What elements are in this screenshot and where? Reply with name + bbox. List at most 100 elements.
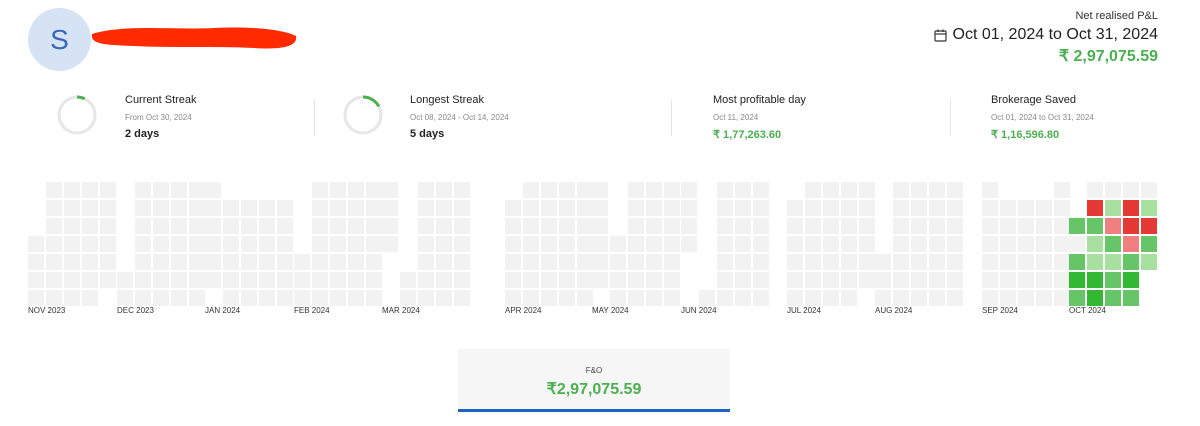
heatmap-day-cell[interactable] <box>277 236 293 252</box>
heatmap-day-cell[interactable] <box>436 272 452 288</box>
heatmap-day-cell[interactable] <box>1087 272 1103 288</box>
heatmap-day-cell[interactable] <box>171 218 187 234</box>
heatmap-day-cell[interactable] <box>1087 182 1103 198</box>
heatmap-day-cell[interactable] <box>717 218 733 234</box>
heatmap-day-cell[interactable] <box>64 200 80 216</box>
heatmap-day-cell[interactable] <box>418 272 434 288</box>
heatmap-day-cell[interactable] <box>787 200 803 216</box>
heatmap-day-cell[interactable] <box>277 200 293 216</box>
heatmap-day-cell[interactable] <box>787 290 803 306</box>
heatmap-day-cell[interactable] <box>646 200 662 216</box>
heatmap-day-cell[interactable] <box>893 254 909 270</box>
heatmap-day-cell[interactable] <box>259 236 275 252</box>
heatmap-day-cell[interactable] <box>841 200 857 216</box>
heatmap-day-cell[interactable] <box>628 290 644 306</box>
heatmap-day-cell[interactable] <box>893 236 909 252</box>
heatmap-day-cell[interactable] <box>841 182 857 198</box>
heatmap-day-cell[interactable] <box>541 236 557 252</box>
heatmap-day-cell[interactable] <box>241 236 257 252</box>
heatmap-day-cell[interactable] <box>735 272 751 288</box>
heatmap-day-cell[interactable] <box>436 290 452 306</box>
heatmap-day-cell[interactable] <box>541 290 557 306</box>
heatmap-day-cell[interactable] <box>823 200 839 216</box>
heatmap-day-cell[interactable] <box>753 200 769 216</box>
heatmap-day-cell[interactable] <box>1018 272 1034 288</box>
heatmap-day-cell[interactable] <box>223 272 239 288</box>
heatmap-day-cell[interactable] <box>1123 290 1139 306</box>
heatmap-day-cell[interactable] <box>454 200 470 216</box>
heatmap-day-cell[interactable] <box>1018 200 1034 216</box>
heatmap-day-cell[interactable] <box>135 200 151 216</box>
heatmap-day-cell[interactable] <box>64 218 80 234</box>
heatmap-day-cell[interactable] <box>664 182 680 198</box>
heatmap-day-cell[interactable] <box>348 182 364 198</box>
heatmap-day-cell[interactable] <box>787 272 803 288</box>
heatmap-day-cell[interactable] <box>1036 218 1052 234</box>
heatmap-day-cell[interactable] <box>823 182 839 198</box>
heatmap-day-cell[interactable] <box>330 272 346 288</box>
heatmap-day-cell[interactable] <box>277 254 293 270</box>
heatmap-day-cell[interactable] <box>911 236 927 252</box>
heatmap-day-cell[interactable] <box>348 290 364 306</box>
heatmap-day-cell[interactable] <box>753 254 769 270</box>
heatmap-day-cell[interactable] <box>153 254 169 270</box>
heatmap-day-cell[interactable] <box>859 254 875 270</box>
heatmap-day-cell[interactable] <box>82 290 98 306</box>
heatmap-day-cell[interactable] <box>135 290 151 306</box>
heatmap-day-cell[interactable] <box>947 200 963 216</box>
heatmap-day-cell[interactable] <box>454 236 470 252</box>
heatmap-day-cell[interactable] <box>664 254 680 270</box>
heatmap-day-cell[interactable] <box>841 254 857 270</box>
heatmap-day-cell[interactable] <box>1000 218 1016 234</box>
heatmap-day-cell[interactable] <box>929 236 945 252</box>
heatmap-day-cell[interactable] <box>64 290 80 306</box>
heatmap-day-cell[interactable] <box>294 272 310 288</box>
heatmap-day-cell[interactable] <box>753 290 769 306</box>
heatmap-day-cell[interactable] <box>610 290 626 306</box>
heatmap-day-cell[interactable] <box>223 254 239 270</box>
heatmap-day-cell[interactable] <box>559 290 575 306</box>
heatmap-day-cell[interactable] <box>911 182 927 198</box>
heatmap-day-cell[interactable] <box>153 272 169 288</box>
heatmap-day-cell[interactable] <box>171 290 187 306</box>
heatmap-day-cell[interactable] <box>171 272 187 288</box>
heatmap-day-cell[interactable] <box>153 182 169 198</box>
heatmap-day-cell[interactable] <box>929 290 945 306</box>
heatmap-day-cell[interactable] <box>259 290 275 306</box>
heatmap-day-cell[interactable] <box>1123 182 1139 198</box>
heatmap-day-cell[interactable] <box>259 272 275 288</box>
heatmap-day-cell[interactable] <box>366 236 382 252</box>
heatmap-day-cell[interactable] <box>505 218 521 234</box>
heatmap-day-cell[interactable] <box>348 254 364 270</box>
heatmap-day-cell[interactable] <box>1036 290 1052 306</box>
heatmap-day-cell[interactable] <box>436 200 452 216</box>
heatmap-day-cell[interactable] <box>241 254 257 270</box>
heatmap-day-cell[interactable] <box>1105 272 1121 288</box>
heatmap-day-cell[interactable] <box>1087 290 1103 306</box>
heatmap-day-cell[interactable] <box>153 290 169 306</box>
heatmap-day-cell[interactable] <box>893 218 909 234</box>
heatmap-day-cell[interactable] <box>753 236 769 252</box>
heatmap-day-cell[interactable] <box>717 290 733 306</box>
heatmap-day-cell[interactable] <box>823 254 839 270</box>
heatmap-day-cell[interactable] <box>82 218 98 234</box>
heatmap-day-cell[interactable] <box>82 200 98 216</box>
heatmap-day-cell[interactable] <box>82 272 98 288</box>
heatmap-day-cell[interactable] <box>505 290 521 306</box>
heatmap-day-cell[interactable] <box>171 236 187 252</box>
heatmap-day-cell[interactable] <box>947 254 963 270</box>
heatmap-day-cell[interactable] <box>366 182 382 198</box>
heatmap-day-cell[interactable] <box>982 218 998 234</box>
heatmap-day-cell[interactable] <box>628 272 644 288</box>
heatmap-day-cell[interactable] <box>1123 272 1139 288</box>
heatmap-day-cell[interactable] <box>205 218 221 234</box>
heatmap-day-cell[interactable] <box>46 254 62 270</box>
heatmap-day-cell[interactable] <box>1123 218 1139 234</box>
heatmap-day-cell[interactable] <box>805 272 821 288</box>
heatmap-day-cell[interactable] <box>1054 236 1070 252</box>
heatmap-day-cell[interactable] <box>223 218 239 234</box>
heatmap-day-cell[interactable] <box>171 200 187 216</box>
heatmap-day-cell[interactable] <box>259 218 275 234</box>
heatmap-day-cell[interactable] <box>982 200 998 216</box>
heatmap-day-cell[interactable] <box>100 236 116 252</box>
